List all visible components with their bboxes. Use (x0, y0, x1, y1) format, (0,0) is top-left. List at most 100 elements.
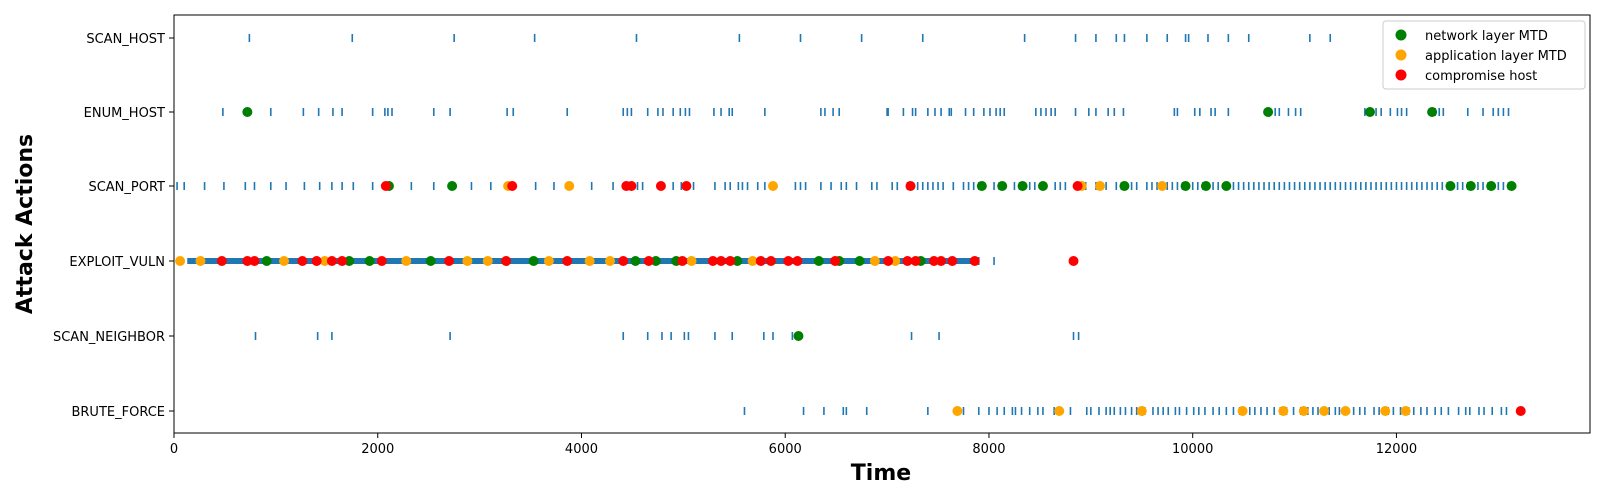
legend-marker-compromise-host (1395, 69, 1407, 81)
point-application-layer-mtd (175, 256, 186, 266)
point-application-layer-mtd (462, 256, 473, 266)
point-network-layer-mtd (364, 256, 375, 266)
point-compromise-host (1068, 256, 1079, 266)
point-compromise-host (883, 256, 894, 266)
axes-layer: SCAN_HOST ENUM_HOST SCAN_PORT EXPLOIT_VULN S… (53, 32, 1417, 457)
legend-label: application layer MTD (1425, 49, 1567, 64)
point-compromise-host (626, 181, 637, 191)
point-application-layer-mtd (401, 256, 412, 266)
legend-label: compromise host (1425, 69, 1537, 84)
point-network-layer-mtd (447, 181, 458, 191)
point-network-layer-mtd (528, 256, 539, 266)
point-compromise-host (444, 256, 455, 266)
point-compromise-host (792, 256, 803, 266)
y-tick-label: BRUTE_FORCE (71, 405, 165, 420)
point-compromise-host (902, 256, 913, 266)
point-compromise-host (905, 181, 916, 191)
x-axis-title: Time (851, 461, 911, 486)
point-compromise-host (643, 256, 654, 266)
point-compromise-host (716, 256, 727, 266)
exploit-dense-band (187, 258, 974, 264)
point-network-layer-mtd (261, 256, 272, 266)
point-compromise-host (755, 256, 766, 266)
point-application-layer-mtd (767, 181, 778, 191)
point-compromise-host (1072, 181, 1083, 191)
point-application-layer-mtd (584, 256, 595, 266)
point-compromise-host (707, 256, 718, 266)
point-compromise-host (910, 256, 921, 266)
point-network-layer-mtd (1427, 107, 1438, 117)
point-compromise-host (311, 256, 322, 266)
point-compromise-host (501, 256, 512, 266)
point-network-layer-mtd (1180, 181, 1191, 191)
point-application-layer-mtd (1380, 406, 1391, 416)
point-compromise-host (725, 256, 736, 266)
point-compromise-host (928, 256, 939, 266)
point-network-layer-mtd (425, 256, 436, 266)
point-network-layer-mtd (650, 256, 661, 266)
x-tick-label: 8000 (972, 442, 1005, 457)
point-compromise-host (681, 181, 692, 191)
point-application-layer-mtd (1278, 406, 1289, 416)
plot-frame (173, 14, 1591, 434)
point-network-layer-mtd (242, 107, 253, 117)
point-network-layer-mtd (997, 181, 1008, 191)
point-application-layer-mtd (543, 256, 554, 266)
point-compromise-host (249, 256, 260, 266)
point-application-layer-mtd (564, 181, 575, 191)
y-tick-label: SCAN_NEIGHBOR (53, 330, 165, 345)
point-network-layer-mtd (1017, 181, 1028, 191)
point-application-layer-mtd (686, 256, 697, 266)
y-tick-label: EXPLOIT_VULN (69, 255, 165, 270)
point-network-layer-mtd (976, 181, 987, 191)
point-network-layer-mtd (1506, 181, 1517, 191)
legend-box (1382, 20, 1586, 90)
x-tick-label: 0 (170, 442, 178, 457)
point-network-layer-mtd (732, 256, 743, 266)
point-application-layer-mtd (890, 256, 901, 266)
x-tick-label: 12000 (1376, 442, 1417, 457)
point-compromise-host (936, 256, 947, 266)
point-network-layer-mtd (1263, 107, 1274, 117)
y-axis-title: Attack Actions (13, 134, 38, 314)
point-compromise-host (337, 256, 348, 266)
point-application-layer-mtd (482, 256, 493, 266)
point-compromise-host (1515, 406, 1526, 416)
point-compromise-host (783, 256, 794, 266)
point-network-layer-mtd (1037, 181, 1048, 191)
point-application-layer-mtd (1157, 181, 1168, 191)
point-network-layer-mtd (1119, 181, 1130, 191)
point-application-layer-mtd (1095, 181, 1106, 191)
point-application-layer-mtd (1054, 406, 1065, 416)
y-tick-label: SCAN_PORT (88, 180, 165, 195)
point-compromise-host (969, 256, 980, 266)
point-application-layer-mtd (1136, 406, 1147, 416)
point-network-layer-mtd (813, 256, 824, 266)
legend-marker-network-layer-mtd (1395, 29, 1407, 41)
point-network-layer-mtd (1465, 181, 1476, 191)
y-tick-label: SCAN_HOST (86, 32, 165, 47)
point-network-layer-mtd (854, 256, 865, 266)
point-compromise-host (326, 256, 337, 266)
x-tick-label: 6000 (769, 442, 802, 457)
legend: network layer MTD application layer MTD co… (1382, 20, 1586, 90)
point-application-layer-mtd (952, 406, 963, 416)
point-application-layer-mtd (869, 256, 880, 266)
point-application-layer-mtd (319, 256, 330, 266)
point-network-layer-mtd (630, 256, 641, 266)
point-network-layer-mtd (344, 256, 355, 266)
point-network-layer-mtd (1445, 181, 1456, 191)
point-application-layer-mtd (1400, 406, 1411, 416)
point-compromise-host (677, 256, 688, 266)
point-compromise-host (765, 256, 776, 266)
point-network-layer-mtd (1200, 181, 1211, 191)
point-network-layer-mtd (793, 331, 804, 341)
point-compromise-host (216, 256, 227, 266)
marks-layer (175, 34, 1526, 416)
point-network-layer-mtd (1364, 107, 1375, 117)
x-tick-label: 4000 (565, 442, 598, 457)
point-application-layer-mtd (279, 256, 290, 266)
point-compromise-host (562, 256, 573, 266)
